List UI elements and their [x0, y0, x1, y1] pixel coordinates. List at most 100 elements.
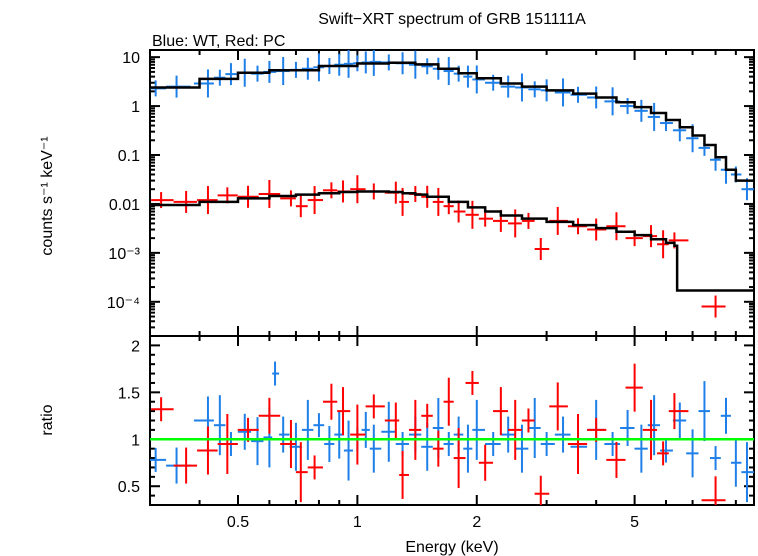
y-axis-label-ratio: ratio — [39, 404, 56, 435]
wt-ratio-point — [272, 361, 280, 386]
wt-data-point — [301, 57, 314, 80]
pc-data-point — [197, 186, 218, 215]
wt-data-point — [334, 53, 344, 76]
wt-data-point — [421, 58, 433, 75]
y-tick-label: 1 — [131, 432, 140, 449]
wt-ratio-point — [604, 431, 621, 456]
x-tick-label: 5 — [630, 514, 639, 531]
pc-ratio-point — [432, 430, 444, 467]
wt-data-point — [463, 65, 473, 88]
wt-data-point — [741, 178, 754, 201]
pc-ratio-point — [408, 399, 422, 460]
wt-data-point — [500, 75, 516, 98]
x-tick-label: 0.5 — [227, 514, 249, 531]
wt-data-point — [443, 57, 454, 86]
pc-data-point — [295, 195, 308, 218]
pc-ratio-point — [421, 403, 433, 428]
chart-subtitle: Blue: WT, Red: PC — [152, 33, 285, 50]
wt-ratio-point — [150, 447, 167, 472]
pc-ratio-point — [151, 397, 174, 422]
wt-ratio-point — [528, 398, 541, 459]
pc-ratio-point — [365, 394, 385, 419]
pc-ratio-point — [465, 370, 479, 395]
spectrum-panel-frame — [149, 49, 755, 337]
wt-ratio-point — [620, 410, 635, 447]
chart-title: Swift−XRT spectrum of GRB 151111A — [318, 11, 586, 28]
wt-ratio-point — [251, 417, 264, 466]
pc-ratio-point — [657, 441, 669, 466]
pc-ratio-point — [197, 426, 218, 475]
wt-ratio-point — [710, 446, 721, 471]
pc-ratio-point — [307, 455, 323, 480]
pc-data-point — [521, 212, 535, 229]
wt-ratio-point — [463, 424, 473, 473]
pc-ratio-point — [508, 399, 522, 460]
pc-data-point — [173, 190, 198, 213]
wt-ratio-point — [741, 442, 754, 503]
ratio-plot-area — [150, 361, 754, 505]
pc-data-point — [478, 210, 494, 227]
y-axis-label-spectrum: counts s⁻¹ keV⁻¹ — [39, 136, 56, 255]
wt-ratio-point — [686, 429, 699, 478]
wt-ratio-point — [540, 431, 555, 456]
wt-data-point — [193, 69, 214, 98]
pc-ratio-point — [280, 419, 296, 468]
wt-data-point — [620, 98, 635, 115]
pc-data-point — [508, 209, 522, 238]
wt-ratio-point — [443, 431, 454, 456]
wt-data-point — [528, 81, 541, 98]
x-axis-label: Energy (keV) — [405, 539, 498, 556]
pc-ratio-point — [493, 387, 509, 436]
wt-data-point — [634, 99, 648, 122]
y-tick-label: 0.1 — [118, 148, 140, 165]
pc-ratio-point — [399, 450, 409, 499]
wt-data-point — [343, 50, 353, 78]
pc-model-line — [150, 190, 754, 292]
wt-ratio-point — [515, 424, 529, 473]
pc-data-point — [534, 237, 550, 260]
pc-data-point — [606, 212, 626, 241]
pc-ratio-point — [701, 476, 726, 505]
y-tick-label: 10⁻³ — [108, 246, 140, 263]
wt-ratio-point — [720, 397, 731, 434]
y-tick-label: 1.5 — [118, 385, 140, 402]
x-tick-label: 2 — [472, 514, 481, 531]
pc-data-point — [258, 179, 281, 208]
wt-ratio-point — [324, 425, 335, 462]
pc-data-point — [465, 200, 479, 229]
pc-ratio-point — [534, 475, 550, 505]
wt-ratio-point — [472, 399, 485, 460]
y-tick-label: 2 — [131, 338, 140, 355]
wt-ratio-point — [343, 420, 353, 481]
wt-model-line — [150, 61, 754, 182]
pc-ratio-point — [384, 402, 400, 439]
pc-ratio-point — [443, 377, 454, 426]
pc-ratio-point — [521, 408, 535, 433]
pc-ratio-point — [606, 441, 626, 478]
wt-ratio-point — [647, 395, 661, 456]
y-tick-label: 10⁻⁴ — [107, 295, 140, 312]
x-tick-label: 1 — [353, 514, 362, 531]
pc-data-point — [587, 218, 607, 241]
wt-ratio-point — [554, 416, 571, 453]
pc-ratio-point — [478, 444, 494, 481]
pc-ratio-point — [337, 387, 351, 436]
pc-data-point — [280, 190, 296, 207]
pc-ratio-point — [322, 383, 338, 420]
wt-ratio-point — [313, 413, 325, 438]
pc-ratio-point — [295, 442, 308, 503]
y-tick-label: 10 — [122, 50, 140, 67]
wt-ratio-point — [730, 438, 742, 487]
pc-ratio-point — [173, 447, 198, 484]
pc-ratio-point — [567, 413, 588, 474]
wt-ratio-point — [381, 401, 396, 462]
pc-data-point — [657, 230, 669, 259]
wt-ratio-point — [213, 395, 226, 456]
pc-data-point — [322, 182, 338, 199]
pc-ratio-point — [549, 382, 568, 431]
pc-data-point — [668, 232, 689, 249]
wt-ratio-point — [634, 424, 648, 473]
pc-ratio-point — [217, 413, 238, 474]
pc-ratio-point — [625, 363, 643, 412]
